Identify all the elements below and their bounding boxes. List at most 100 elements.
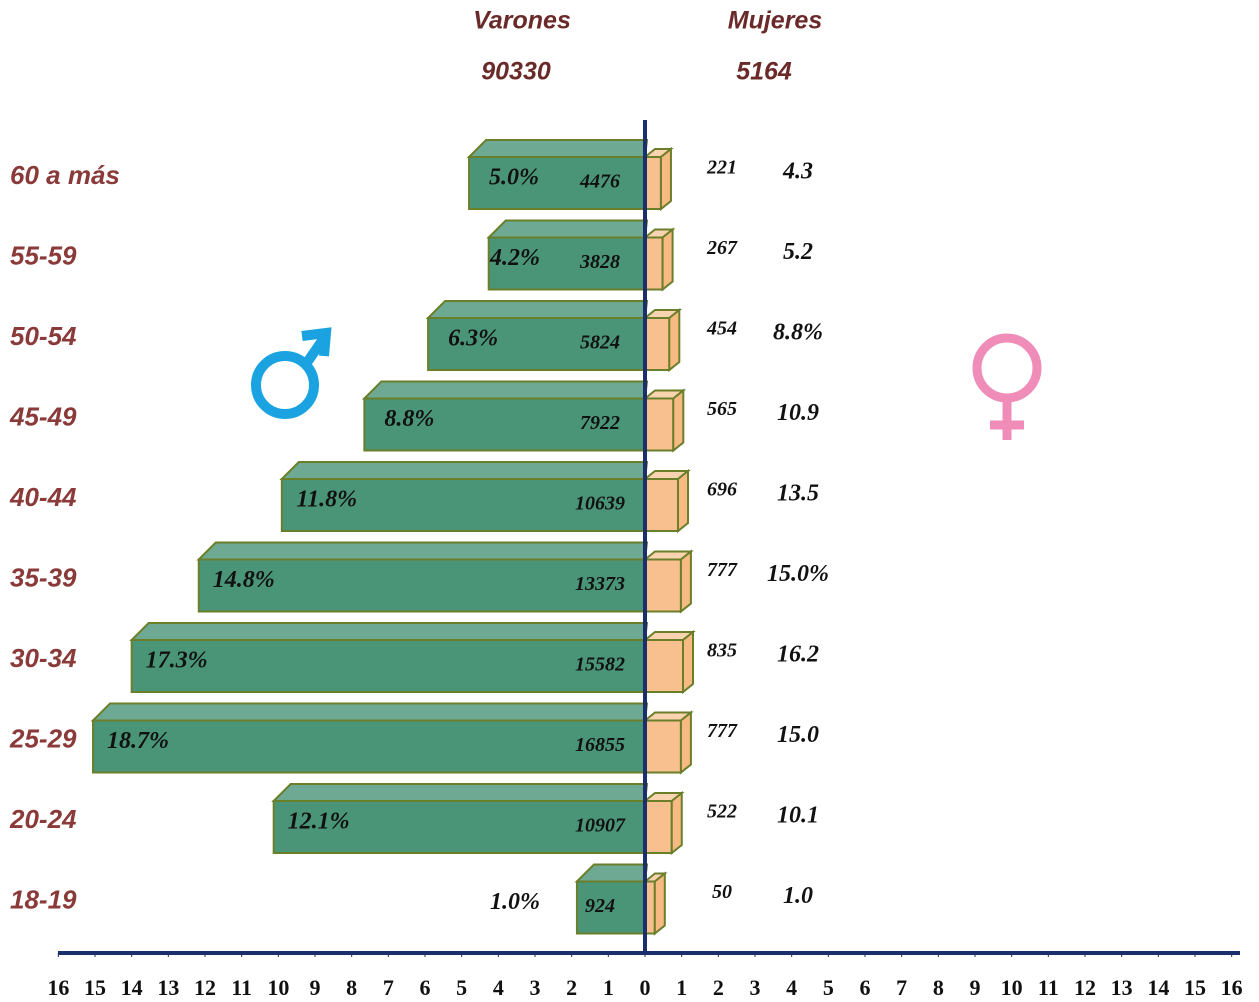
x-tick-label: 3 — [750, 975, 761, 1000]
value-label: 13373 — [575, 573, 625, 595]
category-label: 18-19 — [10, 884, 77, 914]
bar-top — [574, 863, 649, 883]
x-tick-label: 11 — [231, 975, 252, 1000]
percent-label: 10.9 — [777, 400, 819, 426]
value-label: 3828 — [579, 251, 620, 273]
bar-top — [196, 541, 649, 561]
x-tick-label: 0 — [640, 975, 651, 1000]
category-label: 35-39 — [10, 562, 77, 592]
bar — [644, 558, 682, 613]
x-tick-label: 4 — [786, 975, 797, 1000]
x-tick-label: 12 — [194, 975, 216, 1000]
series-total: 90330 — [481, 58, 551, 86]
bar — [575, 880, 646, 935]
x-tick-label: 16 — [1221, 975, 1243, 1000]
category-label: 20-24 — [9, 804, 77, 834]
percent-label: 6.3% — [448, 326, 498, 352]
percent-label: 1.0% — [490, 889, 540, 915]
x-tick-label: 10 — [267, 975, 289, 1000]
bar — [130, 639, 646, 693]
x-tick-label: 1 — [676, 975, 687, 1000]
bar-top — [279, 461, 649, 480]
bar-top — [129, 622, 649, 641]
x-tick-label: 5 — [823, 975, 834, 1000]
x-tick-label: 15 — [1184, 975, 1206, 1000]
x-tick-label: 11 — [1038, 975, 1059, 1000]
x-tick-label: 7 — [896, 975, 907, 1000]
bar — [272, 800, 646, 854]
x-tick-label: 14 — [1147, 975, 1169, 1000]
bar — [427, 317, 646, 371]
x-tick-label: 12 — [1074, 975, 1096, 1000]
x-tick-label: 9 — [310, 975, 321, 1000]
bar — [644, 639, 684, 693]
value-label: 221 — [706, 157, 737, 179]
series-total: 5164 — [736, 58, 792, 86]
value-label: 696 — [707, 479, 737, 501]
x-tick-label: 5 — [456, 975, 467, 1000]
percent-label: 8.8% — [384, 406, 434, 432]
category-label: 30-34 — [10, 643, 77, 673]
percent-label: 18.7% — [107, 728, 169, 754]
percent-label: 11.8% — [296, 487, 357, 513]
category-label: 25-29 — [9, 723, 77, 753]
value-label: 7922 — [580, 412, 620, 434]
category-label: 60 a más — [10, 160, 120, 190]
x-tick-label: 1 — [603, 975, 614, 1000]
bar — [487, 236, 646, 291]
x-tick-label: 10 — [1001, 975, 1023, 1000]
bar — [363, 397, 646, 452]
x-tick-label: 2 — [713, 975, 724, 1000]
bar-side — [679, 549, 692, 614]
value-label: 924 — [585, 895, 615, 917]
bar-side — [670, 790, 683, 856]
bar-side — [653, 871, 666, 936]
bar-side — [661, 227, 674, 292]
bar — [644, 397, 675, 452]
x-tick-label: 14 — [121, 975, 143, 1000]
bar-top — [90, 702, 649, 722]
category-label: 55-59 — [10, 240, 77, 270]
percent-label: 4.3 — [782, 159, 813, 185]
bar-top — [425, 300, 649, 319]
x-tick-label: 13 — [1111, 975, 1133, 1000]
percent-label: 17.3% — [146, 648, 208, 674]
bar-top — [466, 139, 649, 158]
bar — [644, 236, 664, 291]
x-tick-label: 8 — [346, 975, 357, 1000]
bar-top — [271, 783, 649, 802]
bar-side — [677, 468, 690, 534]
x-tick-label: 6 — [420, 975, 431, 1000]
bar-top — [361, 380, 649, 400]
value-label: 565 — [707, 398, 737, 420]
bar-side — [668, 307, 681, 373]
value-label: 267 — [706, 237, 738, 259]
percent-label: 13.5 — [777, 481, 819, 507]
bar-side — [659, 146, 672, 212]
series-name: Varones — [473, 7, 571, 35]
bar — [644, 317, 671, 371]
bar — [92, 719, 646, 774]
value-label: 454 — [706, 318, 737, 340]
value-label: 522 — [707, 801, 737, 823]
bar-top — [486, 219, 649, 239]
percent-label: 4.2% — [489, 245, 540, 271]
x-tick-label: 13 — [157, 975, 179, 1000]
value-label: 50 — [712, 881, 732, 903]
category-label: 45-49 — [9, 401, 77, 431]
value-label: 835 — [707, 640, 737, 662]
bar-side — [672, 388, 685, 453]
x-tick-label: 9 — [970, 975, 981, 1000]
x-tick-label: 8 — [933, 975, 944, 1000]
percent-label: 16.2 — [777, 642, 819, 668]
percent-label: 12.1% — [288, 809, 350, 835]
category-label: 40-44 — [9, 482, 77, 512]
percent-label: 5.2 — [783, 239, 813, 265]
value-label: 15582 — [575, 654, 625, 676]
value-label: 777 — [707, 559, 738, 581]
bar — [280, 478, 646, 532]
x-tick-label: 16 — [47, 975, 69, 1000]
x-tick-label: 4 — [493, 975, 504, 1000]
x-tick-label: 7 — [383, 975, 394, 1000]
